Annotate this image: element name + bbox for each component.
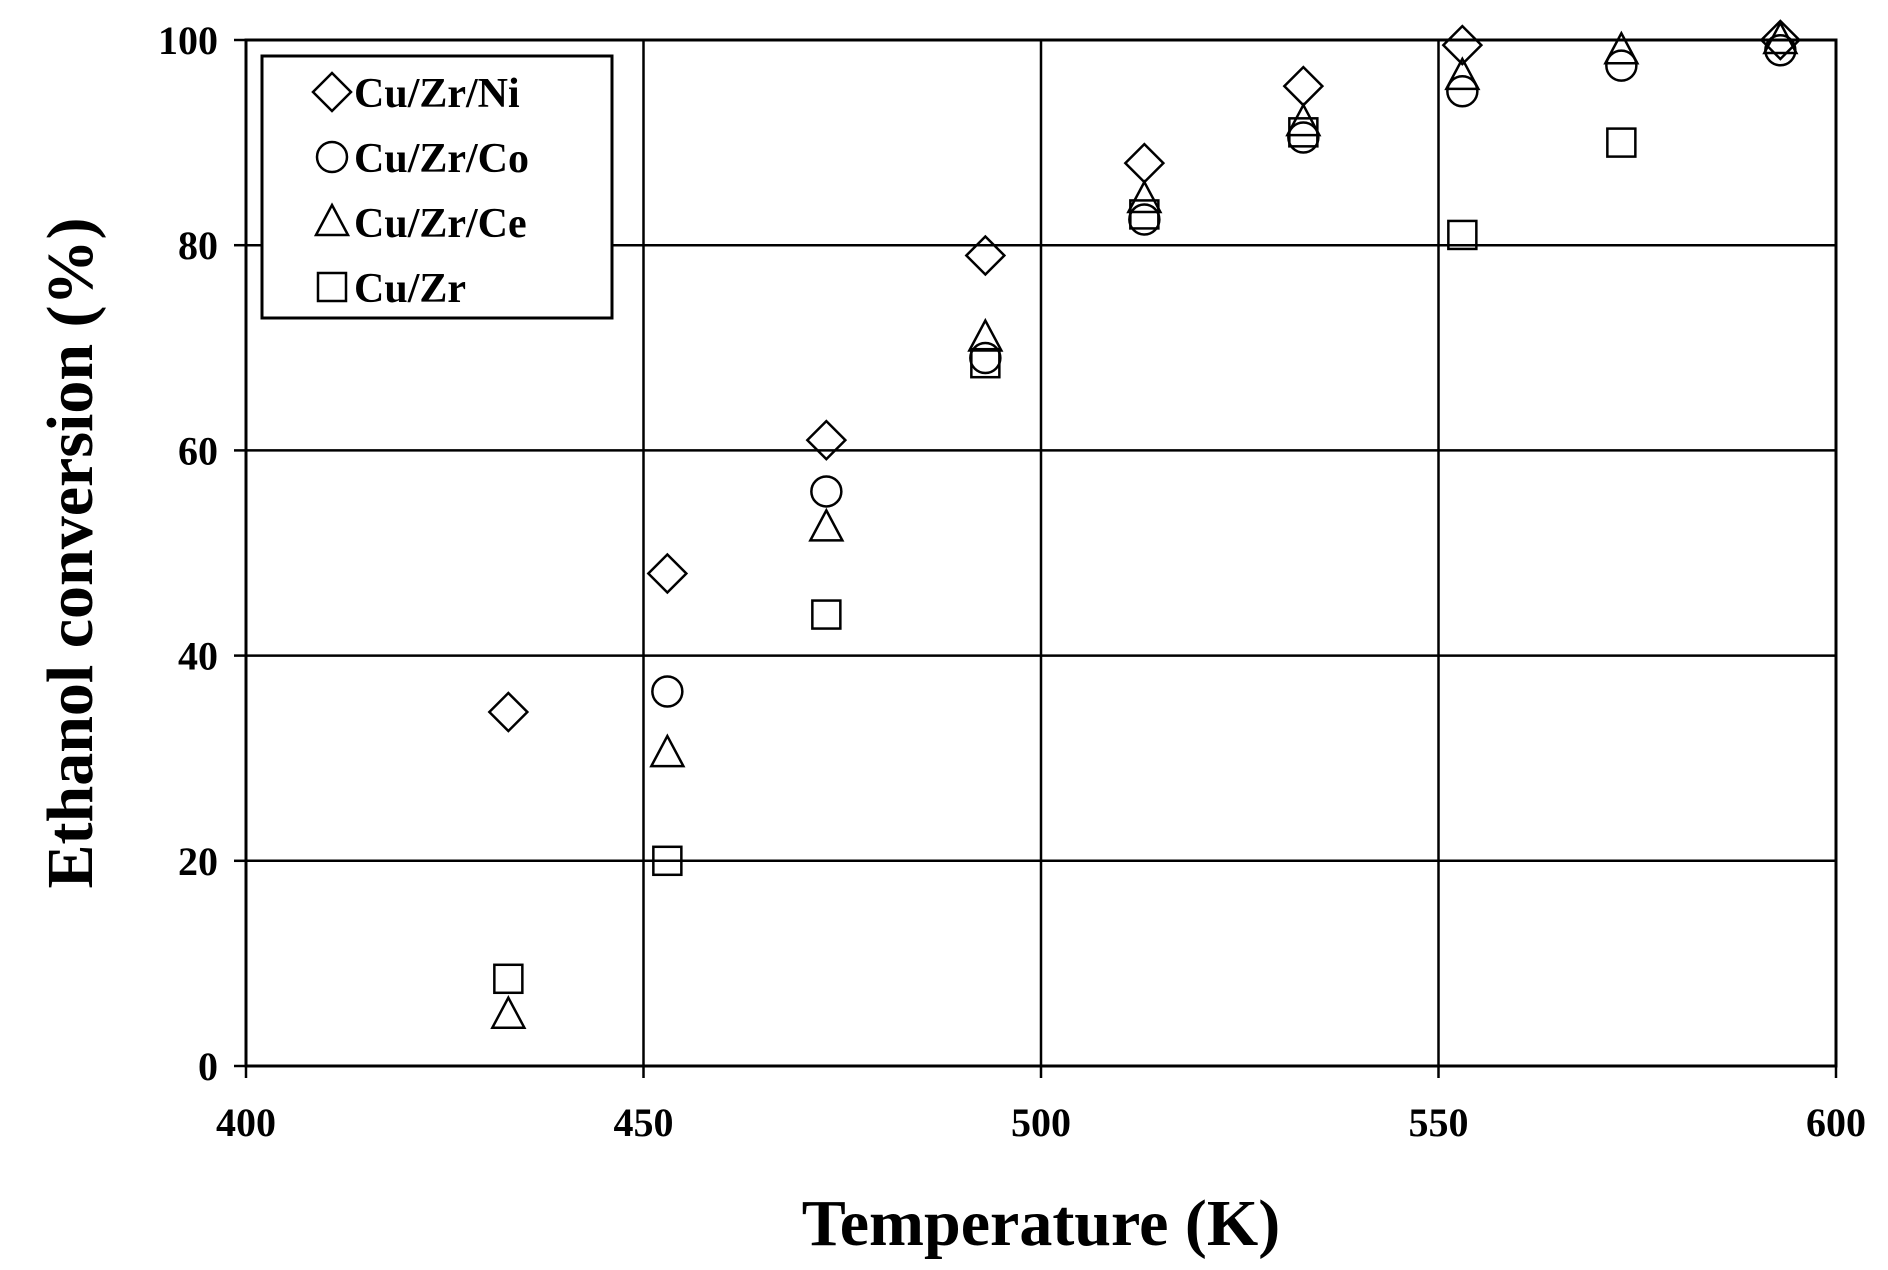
legend-label: Cu/Zr/Co xyxy=(354,136,529,182)
square-data-point xyxy=(970,347,1001,379)
circle-data-point xyxy=(969,341,1002,375)
legend-item: Cu/Zr xyxy=(316,266,466,312)
diamond-data-point xyxy=(964,234,1007,277)
diamond-legend-icon xyxy=(311,71,353,113)
x-tick-label: 600 xyxy=(1806,1100,1866,1145)
series-cu-zr-co xyxy=(651,34,1797,708)
diamond-data-point xyxy=(487,691,530,733)
x-tick-label: 400 xyxy=(216,1100,276,1145)
circle-legend-icon xyxy=(315,140,349,174)
legend-item: Cu/Zr/Ce xyxy=(313,201,527,247)
square-data-point xyxy=(811,599,842,630)
diamond-data-point xyxy=(1282,65,1325,107)
diamond-data-point xyxy=(1759,19,1802,61)
legend-label: Cu/Zr xyxy=(354,266,466,312)
legend-item: Cu/Zr/Co xyxy=(315,136,529,182)
diamond-data-point xyxy=(646,552,689,595)
y-tick-label: 20 xyxy=(178,839,218,884)
triangle-data-point xyxy=(808,507,845,542)
triangle-data-point xyxy=(967,317,1004,352)
square-data-point xyxy=(1288,117,1319,148)
triangle-data-point xyxy=(1285,102,1322,137)
y-tick-label: 80 xyxy=(178,223,218,268)
y-axis-title: Ethanol conversion (%) xyxy=(34,217,107,888)
square-data-point xyxy=(1447,219,1478,251)
diamond-data-point xyxy=(1123,142,1166,184)
legend-label: Cu/Zr/Ni xyxy=(354,71,520,117)
legend-label: Cu/Zr/Ce xyxy=(354,201,527,247)
series-cu-zr xyxy=(493,117,1637,995)
triangle-data-point xyxy=(1762,20,1799,55)
circle-data-point xyxy=(1128,203,1161,236)
circle-data-point xyxy=(651,675,684,708)
triangle-data-point xyxy=(1444,56,1481,91)
series-cu-zr-ni xyxy=(487,19,1802,733)
circle-data-point xyxy=(1605,49,1638,82)
square-data-point xyxy=(652,845,683,877)
triangle-data-point xyxy=(649,733,686,768)
square-data-point xyxy=(1129,199,1160,230)
diamond-data-point xyxy=(805,419,848,461)
square-data-point xyxy=(493,963,524,995)
y-tick-label: 0 xyxy=(198,1044,218,1089)
triangle-data-point xyxy=(1603,30,1640,65)
triangle-legend-icon xyxy=(313,202,351,237)
circle-data-point xyxy=(1446,75,1479,108)
legend: Cu/Zr/Ni Cu/Zr/Co Cu/Zr/Ce Cu/Zr xyxy=(260,54,614,320)
y-tick-label: 60 xyxy=(178,428,218,473)
x-tick-label: 500 xyxy=(1011,1100,1071,1145)
circle-data-point xyxy=(810,475,843,508)
y-tick-label: 40 xyxy=(178,634,218,679)
series-cu-zr-ce xyxy=(490,20,1799,1029)
axes: 0 20 40 60 80 100 400 450 500 550 600 xyxy=(158,18,1866,1145)
triangle-data-point xyxy=(1126,179,1163,214)
x-axis-title: Temperature (K) xyxy=(802,1187,1280,1260)
diamond-data-point xyxy=(1441,24,1484,66)
x-tick-label: 450 xyxy=(614,1100,674,1145)
triangle-data-point xyxy=(490,995,527,1029)
square-legend-icon xyxy=(316,271,348,303)
legend-item: Cu/Zr/Ni xyxy=(311,71,520,117)
data-markers xyxy=(487,19,1802,1029)
y-tick-label: 100 xyxy=(158,18,218,63)
x-tick-label: 550 xyxy=(1409,1100,1469,1145)
square-data-point xyxy=(1606,127,1637,158)
